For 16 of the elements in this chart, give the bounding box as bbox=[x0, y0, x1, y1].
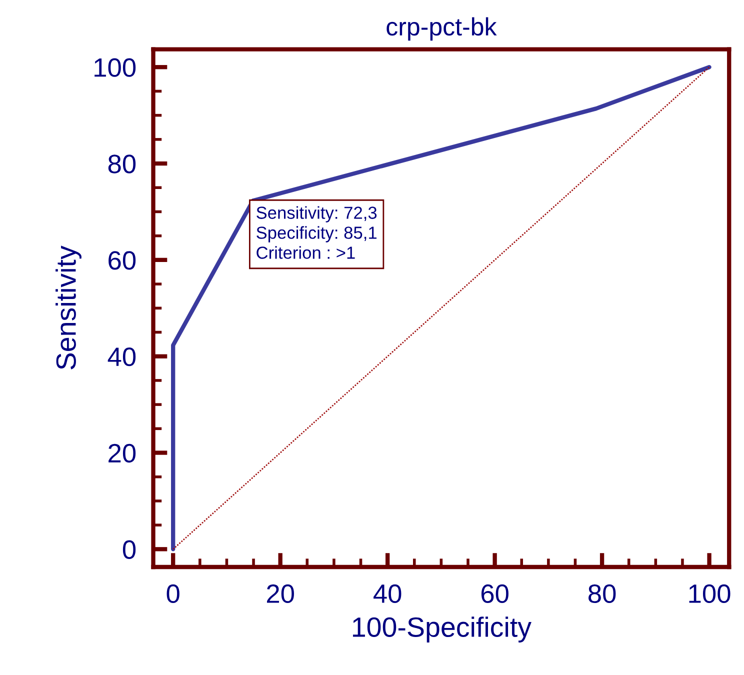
y-tick-label: 40 bbox=[108, 347, 136, 366]
y-axis-title: Sensitivity bbox=[56, 246, 82, 370]
x-tick-label: 80 bbox=[588, 584, 616, 604]
x-tick-label: 20 bbox=[266, 584, 294, 604]
y-tick-label: 20 bbox=[108, 444, 136, 463]
y-tick-label: 0 bbox=[122, 540, 136, 559]
y-tick-label: 100 bbox=[94, 58, 136, 77]
y-tick-label: 80 bbox=[108, 154, 136, 174]
annotation: Sensitivity: 72,3 Specificity: 85,1 Criterion : >1 bbox=[256, 206, 377, 259]
x-axis-title: 100-Specificity bbox=[352, 616, 532, 642]
x-tick-label: 40 bbox=[374, 584, 402, 604]
x-tick-label: 60 bbox=[481, 584, 508, 604]
y-tick-label: 60 bbox=[108, 251, 136, 270]
chart-title: crp-pct-bk bbox=[386, 17, 497, 41]
x-tick-label: 0 bbox=[166, 584, 180, 604]
x-tick-label: 100 bbox=[689, 584, 730, 604]
